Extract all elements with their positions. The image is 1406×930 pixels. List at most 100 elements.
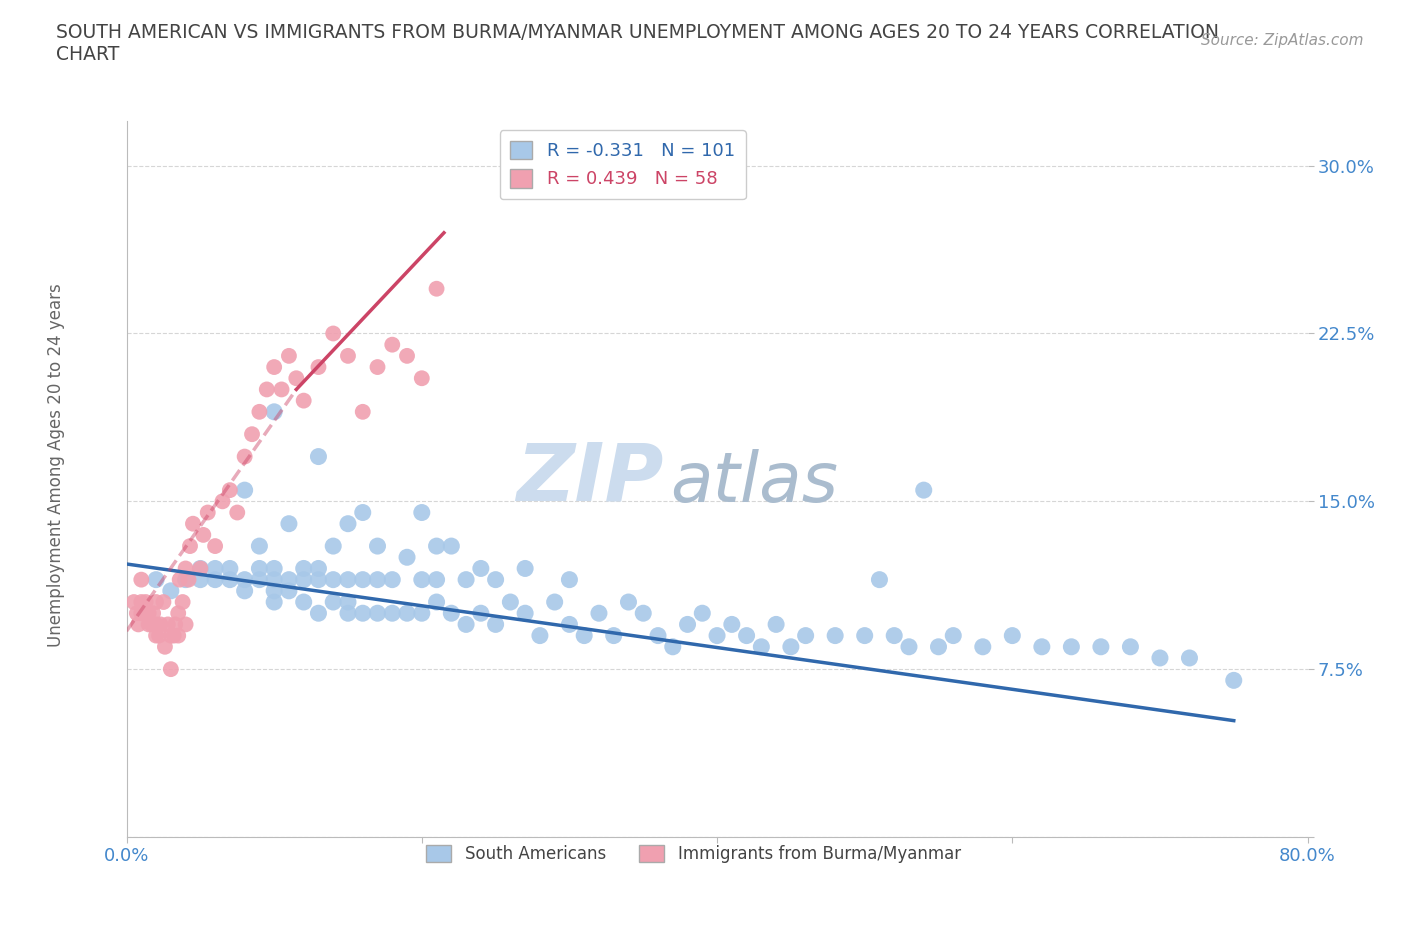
Point [129, 572, 153, 587]
Point [824, 628, 846, 643]
Point [145, 594, 167, 609]
Point [588, 605, 610, 620]
Point [780, 639, 803, 654]
Point [633, 605, 655, 620]
Point [869, 572, 891, 587]
Point [603, 628, 626, 643]
Point [278, 572, 301, 587]
Point [179, 538, 201, 553]
Point [352, 405, 374, 419]
Point [396, 605, 419, 620]
Point [484, 617, 508, 631]
Text: atlas: atlas [669, 449, 838, 516]
Point [322, 572, 344, 587]
Point [152, 594, 174, 609]
Point [515, 561, 537, 576]
Point [197, 505, 219, 520]
Point [219, 483, 242, 498]
Point [308, 360, 330, 375]
Point [470, 561, 492, 576]
Point [898, 639, 921, 654]
Point [263, 561, 285, 576]
Point [381, 572, 404, 587]
Point [188, 561, 212, 576]
Point [425, 538, 447, 553]
Point [883, 628, 905, 643]
Point [337, 594, 360, 609]
Point [149, 617, 172, 631]
Point [138, 617, 160, 631]
Point [440, 605, 463, 620]
Point [233, 583, 256, 598]
Point [172, 594, 194, 609]
Point [204, 572, 226, 587]
Point [174, 561, 197, 576]
Point [160, 628, 183, 643]
Point [165, 617, 187, 631]
Point [440, 538, 463, 553]
Point [256, 382, 278, 397]
Point [263, 405, 285, 419]
Point [322, 326, 344, 341]
Point [249, 538, 271, 553]
Point [1060, 639, 1083, 654]
Point [285, 371, 308, 386]
Point [1031, 639, 1053, 654]
Point [249, 405, 271, 419]
Point [367, 360, 389, 375]
Point [411, 371, 433, 386]
Point [270, 382, 292, 397]
Text: Source: ZipAtlas.com: Source: ZipAtlas.com [1201, 33, 1364, 47]
Point [135, 594, 157, 609]
Point [129, 605, 153, 620]
Point [543, 594, 565, 609]
Point [972, 639, 994, 654]
Point [456, 572, 478, 587]
Text: SOUTH AMERICAN VS IMMIGRANTS FROM BURMA/MYANMAR UNEMPLOYMENT AMONG AGES 20 TO 24: SOUTH AMERICAN VS IMMIGRANTS FROM BURMA/… [56, 23, 1219, 64]
Point [153, 639, 176, 654]
Point [515, 605, 537, 620]
Point [122, 594, 145, 609]
Point [226, 505, 249, 520]
Point [425, 594, 447, 609]
Point [145, 628, 167, 643]
Point [193, 527, 215, 542]
Legend: South Americans, Immigrants from Burma/Myanmar: South Americans, Immigrants from Burma/M… [418, 837, 969, 871]
Point [853, 628, 876, 643]
Point [292, 572, 315, 587]
Point [233, 483, 256, 498]
Point [396, 349, 419, 364]
Point [1223, 673, 1246, 688]
Point [470, 605, 492, 620]
Point [751, 639, 773, 654]
Point [160, 662, 183, 677]
Text: Unemployment Among Ages 20 to 24 years: Unemployment Among Ages 20 to 24 years [48, 283, 65, 647]
Point [292, 393, 315, 408]
Point [219, 572, 242, 587]
Point [174, 572, 197, 587]
Point [263, 583, 285, 598]
Point [558, 617, 581, 631]
Point [219, 561, 242, 576]
Point [240, 427, 263, 442]
Point [484, 572, 508, 587]
Point [425, 572, 447, 587]
Point [352, 605, 374, 620]
Point [676, 617, 699, 631]
Point [249, 561, 271, 576]
Point [499, 594, 522, 609]
Point [381, 338, 404, 352]
Point [308, 572, 330, 587]
Point [337, 605, 360, 620]
Point [177, 572, 200, 587]
Point [263, 360, 285, 375]
Point [188, 561, 212, 576]
Point [322, 538, 344, 553]
Point [138, 605, 160, 620]
Point [425, 281, 447, 296]
Point [1119, 639, 1142, 654]
Point [367, 572, 389, 587]
Point [134, 605, 156, 620]
Point [141, 617, 163, 631]
Point [1178, 651, 1201, 666]
